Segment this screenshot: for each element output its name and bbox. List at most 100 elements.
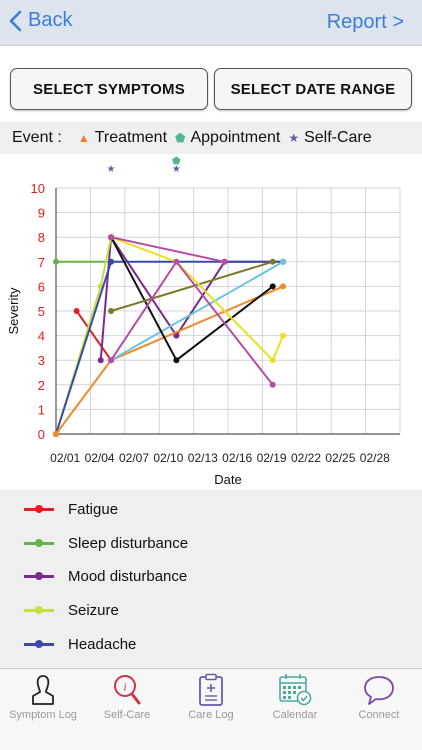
legend-label: Headache: [68, 636, 137, 653]
legend-swatch: [24, 640, 54, 648]
series-point: [97, 357, 104, 364]
series-point: [173, 332, 180, 339]
y-axis-label: Severity: [6, 287, 21, 334]
tab-care-log[interactable]: Care Log: [169, 669, 253, 729]
y-tick-label: 10: [31, 181, 45, 196]
tab-label: Self-Care: [103, 709, 151, 721]
y-tick-label: 5: [38, 304, 45, 319]
legend-label: Fatigue: [68, 501, 119, 518]
back-label: Back: [28, 9, 73, 31]
tab-label: Calendar: [272, 709, 318, 721]
series-line: [110, 260, 284, 362]
legend-label: Mood disturbance: [68, 568, 188, 585]
legend-item-sleep-disturbance[interactable]: Sleep disturbance: [24, 535, 188, 552]
y-tick-label: 6: [38, 279, 45, 294]
tab-label: Symptom Log: [9, 709, 77, 721]
magnifier-icon: i: [114, 675, 141, 705]
y-tick-label: 4: [38, 329, 45, 344]
treatment-triangle-icon: ▲: [77, 131, 90, 145]
legend-item-fatigue[interactable]: Fatigue: [24, 501, 118, 518]
event-appointment-label: Appointment: [190, 129, 281, 146]
symptom-legend: Fatigue Sleep disturbance Mood disturban…: [0, 490, 422, 668]
select-date-range-button[interactable]: SELECT DATE RANGE: [214, 68, 412, 110]
legend-swatch: [24, 572, 54, 580]
chat-bubble-icon: [364, 676, 394, 705]
x-tick-label: 02/16: [222, 451, 252, 465]
series-point: [173, 258, 180, 265]
report-button[interactable]: Report >: [326, 11, 404, 33]
series-point: [280, 332, 287, 339]
nav-bar: Back Report >: [0, 0, 422, 46]
legend-label: Seizure: [68, 602, 119, 619]
y-tick-label: 9: [38, 206, 45, 221]
series-line: [110, 260, 274, 312]
tab-label: Connect: [358, 709, 400, 721]
y-tick-label: 2: [38, 378, 45, 393]
legend-label: Sleep disturbance: [68, 535, 189, 552]
series-point: [269, 381, 276, 388]
x-tick-label: 02/28: [360, 451, 390, 465]
series-point: [221, 258, 228, 265]
series-point: [108, 308, 115, 314]
legend-item-seizure[interactable]: Seizure: [24, 602, 119, 619]
tab-symptom-log[interactable]: Symptom Log: [1, 669, 85, 729]
x-tick-label: 02/13: [188, 451, 218, 465]
event-legend: Event : ▲ Treatment ⬟ Appointment ★ Self…: [0, 122, 422, 154]
x-tick-label: 02/04: [85, 451, 115, 465]
appointment-pentagon-icon: ⬟: [175, 131, 186, 145]
series-point: [53, 258, 59, 265]
series-line: [110, 236, 225, 263]
tab-self-care[interactable]: i Self-Care: [85, 669, 169, 729]
x-tick-label: 02/07: [119, 451, 149, 465]
back-button[interactable]: Back: [8, 9, 72, 32]
person-icon: [32, 675, 54, 705]
series-point: [53, 431, 59, 437]
event-marker: ★: [172, 164, 181, 175]
x-axis-label: Date: [214, 472, 241, 487]
series-point: [108, 234, 115, 241]
event-treatment: ▲ Treatment: [78, 129, 167, 147]
series-point: [269, 258, 276, 265]
event-self-care: ★ Self-Care: [288, 129, 371, 147]
tab-connect[interactable]: Connect: [337, 669, 421, 729]
series-point: [280, 283, 287, 290]
event-appointment: ⬟ Appointment: [175, 129, 280, 147]
legend-swatch: [24, 539, 54, 547]
legend-item-headache[interactable]: Headache: [24, 636, 136, 653]
tab-calendar[interactable]: Calendar: [253, 669, 337, 729]
legend-item-mood-disturbance[interactable]: Mood disturbance: [24, 568, 187, 585]
y-tick-label: 1: [38, 402, 45, 417]
event-self-care-label: Self-Care: [304, 129, 372, 146]
svg-text:i: i: [123, 680, 126, 694]
y-tick-label: 0: [38, 427, 45, 442]
series-point: [108, 258, 115, 265]
y-tick-label: 8: [38, 230, 45, 245]
series-point: [280, 258, 287, 265]
y-tick-label: 7: [38, 255, 45, 270]
event-marker: ★: [107, 164, 116, 175]
series-point: [73, 308, 80, 314]
x-tick-label: 02/19: [257, 451, 287, 465]
event-marker: ⬟: [172, 156, 181, 167]
severity-chart: 0 1 2 3 4 5 6 7 8 9 10 02/01 02/04 02/07 02/10 02/13 02/…: [6, 156, 401, 487]
legend-swatch: [24, 606, 54, 614]
chevron-left-icon: [9, 10, 22, 31]
y-tick-label: 3: [38, 353, 45, 368]
series-point: [108, 357, 115, 364]
x-tick-label: 02/10: [153, 451, 183, 465]
series-line: [75, 310, 112, 361]
clipboard-icon: [199, 673, 223, 706]
series-point: [269, 283, 276, 290]
event-treatment-label: Treatment: [94, 129, 168, 146]
series-point: [269, 357, 276, 364]
series-point: [173, 357, 180, 364]
select-symptoms-button[interactable]: SELECT SYMPTOMS: [10, 68, 208, 110]
tab-bar: Symptom Log i Self-Care Care Log: [0, 668, 422, 750]
x-tick-label: 02/01: [50, 451, 80, 465]
series-line: [110, 236, 284, 362]
series-line: [110, 260, 274, 386]
tab-label: Care Log: [188, 709, 234, 721]
x-tick-label: 02/25: [325, 451, 355, 465]
filter-buttons: SELECT SYMPTOMS SELECT DATE RANGE: [10, 68, 414, 110]
x-tick-label: 02/22: [291, 451, 321, 465]
